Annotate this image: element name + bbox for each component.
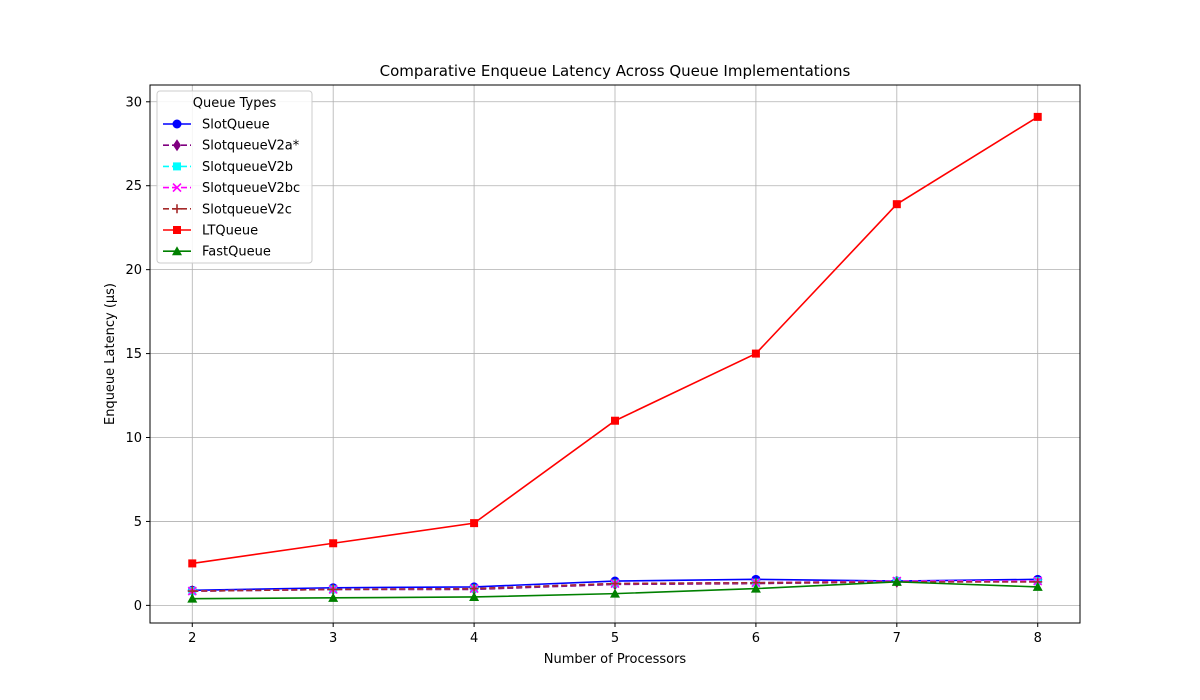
legend-label: SlotQueue bbox=[202, 118, 270, 133]
y-tick-label: 5 bbox=[134, 515, 142, 530]
x-tick-label: 5 bbox=[611, 631, 619, 646]
x-tick-label: 8 bbox=[1034, 631, 1042, 646]
legend-marker bbox=[173, 226, 181, 234]
data-point-fastqueue bbox=[610, 588, 620, 598]
legend-label: SlotqueueV2b bbox=[202, 160, 293, 175]
y-tick-label: 25 bbox=[125, 179, 142, 194]
legend-label: LTQueue bbox=[202, 224, 258, 239]
series-ltqueue bbox=[188, 112, 1042, 568]
legend-item-slotqueue: SlotQueue bbox=[163, 118, 270, 133]
data-point-ltqueue bbox=[611, 416, 619, 425]
data-point-ltqueue bbox=[892, 200, 901, 209]
legend-marker bbox=[173, 139, 181, 152]
legend-marker bbox=[172, 246, 182, 256]
legend-item-slotqueuev2b: SlotqueueV2b bbox=[163, 160, 293, 175]
x-tick-label: 2 bbox=[188, 631, 196, 646]
y-tick-label: 20 bbox=[125, 263, 142, 278]
data-point-fastqueue bbox=[750, 583, 761, 593]
data-point-ltqueue bbox=[470, 519, 479, 528]
data-point-fastqueue bbox=[891, 576, 902, 586]
data-point-fastqueue bbox=[187, 593, 198, 603]
x-tick-label: 6 bbox=[752, 631, 760, 646]
data-point-ltqueue bbox=[188, 559, 197, 568]
legend-item-slotqueuev2c: SlotqueueV2c bbox=[163, 202, 292, 217]
legend-label: SlotqueueV2bc bbox=[202, 181, 300, 196]
series-layer bbox=[187, 112, 1043, 603]
legend-marker bbox=[173, 162, 181, 171]
data-point-fastqueue bbox=[1032, 581, 1043, 591]
legend-item-slotqueuev2a: SlotqueueV2a* bbox=[163, 139, 300, 154]
y-axis-label: Enqueue Latency (µs) bbox=[103, 283, 118, 425]
grid bbox=[150, 85, 1080, 623]
legend-label: SlotqueueV2a* bbox=[202, 139, 300, 154]
legend-item-slotqueuev2bc: SlotqueueV2bc bbox=[163, 181, 300, 196]
x-axis-label: Number of Processors bbox=[544, 652, 687, 667]
legend-item-fastqueue: FastQueue bbox=[163, 245, 271, 260]
legend-marker bbox=[172, 183, 182, 193]
y-ticks: 0 5 10 15 20 25 30 bbox=[125, 95, 150, 614]
legend-item-ltqueue: LTQueue bbox=[163, 224, 258, 239]
legend: Queue Types SlotQueue SlotqueueV2a* Slotqu… bbox=[156, 90, 313, 264]
data-point-fastqueue bbox=[328, 592, 339, 602]
legend-box bbox=[156, 90, 313, 264]
y-tick-label: 10 bbox=[125, 431, 142, 446]
chart-title: Comparative Enqueue Latency Across Queue… bbox=[380, 62, 851, 80]
y-tick-label: 15 bbox=[125, 347, 142, 362]
legend-title: Queue Types bbox=[193, 96, 277, 111]
data-point-slotqueuev2c bbox=[469, 584, 479, 594]
series-fastqueue bbox=[187, 576, 1043, 603]
data-point-slotqueuev2c bbox=[610, 579, 620, 589]
legend-label: FastQueue bbox=[202, 245, 271, 260]
x-tick-label: 4 bbox=[470, 631, 478, 646]
y-tick-label: 0 bbox=[134, 599, 142, 614]
x-tick-label: 3 bbox=[329, 631, 337, 646]
y-tick-label: 30 bbox=[125, 95, 142, 110]
data-point-ltqueue bbox=[1033, 112, 1042, 121]
data-point-ltqueue bbox=[329, 539, 338, 548]
legend-marker bbox=[172, 119, 182, 129]
x-ticks: 2 3 4 5 6 7 8 bbox=[188, 623, 1042, 646]
data-point-fastqueue bbox=[469, 591, 480, 601]
data-point-slotqueuev2c bbox=[328, 584, 338, 594]
data-point-ltqueue bbox=[751, 349, 760, 358]
legend-items: SlotQueue SlotqueueV2a* SlotqueueV2b Slotqu… bbox=[163, 118, 300, 260]
legend-label: SlotqueueV2c bbox=[202, 202, 292, 217]
x-tick-label: 7 bbox=[893, 631, 901, 646]
legend-marker bbox=[172, 204, 182, 214]
